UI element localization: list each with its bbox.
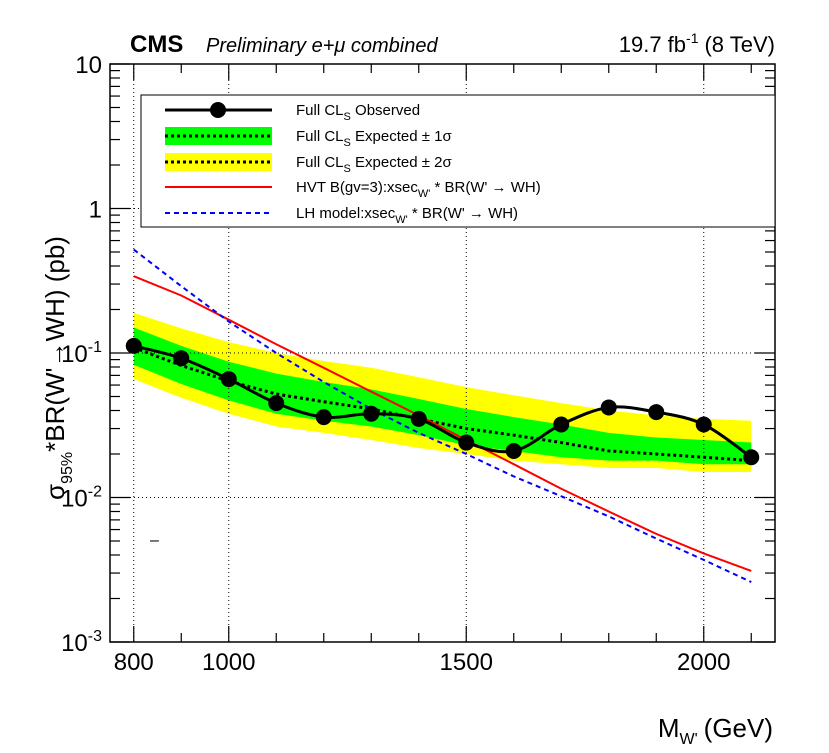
observed-point-800 bbox=[125, 337, 142, 354]
cms-label: CMS bbox=[130, 31, 183, 58]
hvt-line bbox=[133, 275, 752, 572]
observed-point-900 bbox=[173, 350, 190, 367]
x-tick-label-1000: 1000 bbox=[202, 649, 255, 676]
legend-lh-text: LH model:xsecW' * BR(W' → WH) bbox=[296, 205, 518, 226]
band-1sigma-area bbox=[133, 327, 752, 465]
legend-2sigma-swatch bbox=[165, 153, 272, 171]
legend-hvt-text: HVT B(gv=3):xsecW' * BR(W' → WH) bbox=[296, 179, 541, 200]
y-tick-label-0: 1 bbox=[89, 197, 102, 224]
observed-points bbox=[125, 337, 760, 466]
legend-1sigma-swatch bbox=[165, 127, 272, 145]
observed-point-1300 bbox=[363, 405, 380, 422]
observed-point-1900 bbox=[648, 404, 665, 421]
observed-point-1600 bbox=[505, 442, 522, 459]
legend-observed-marker bbox=[210, 102, 226, 118]
x-tick-label-800: 800 bbox=[114, 649, 154, 676]
expected-1sigma-band bbox=[133, 327, 752, 465]
legend-1sigma-text: Full CLS Expected ± 1σ bbox=[296, 128, 452, 149]
lumi-label: 19.7 fb-1 (8 TeV) bbox=[619, 30, 775, 57]
lh-line bbox=[133, 248, 752, 583]
axis-ticks bbox=[110, 63, 775, 643]
observed-point-2000 bbox=[695, 416, 712, 433]
x-tick-label-2000: 2000 bbox=[677, 649, 730, 676]
y-tick-label--3: 10-3 bbox=[61, 628, 102, 657]
subtitle: Preliminary e+μ combined bbox=[206, 35, 438, 57]
observed-point-1700 bbox=[553, 416, 570, 433]
y-tick-label--1: 10-1 bbox=[61, 339, 102, 368]
observed-point-1100 bbox=[268, 395, 285, 412]
x-axis-title: MW' (GeV) bbox=[658, 713, 773, 748]
observed-point-1200 bbox=[315, 409, 332, 426]
observed-point-1400 bbox=[410, 410, 427, 427]
x-tick-label-1500: 1500 bbox=[440, 649, 493, 676]
legend-observed-text: Full CLS Observed bbox=[296, 102, 420, 123]
observed-point-1000 bbox=[220, 371, 237, 388]
y-axis-title: σ95%*BR(W'→WH) (pb) bbox=[40, 236, 76, 500]
stray-mark: – bbox=[150, 532, 159, 549]
legend: Full CLS Observed Full CLS Expected ± 1σ… bbox=[140, 94, 776, 228]
observed-point-1800 bbox=[600, 399, 617, 416]
tick-labels: 800 1000 1500 2000 10-3 10-2 10-1 1 10 bbox=[61, 52, 730, 676]
legend-2sigma-text: Full CLS Expected ± 2σ bbox=[296, 154, 452, 175]
y-tick-label-1: 10 bbox=[75, 52, 102, 79]
observed-point-1500 bbox=[458, 434, 475, 451]
observed-point-2100 bbox=[743, 449, 760, 466]
y-tick-label--2: 10-2 bbox=[61, 484, 102, 513]
